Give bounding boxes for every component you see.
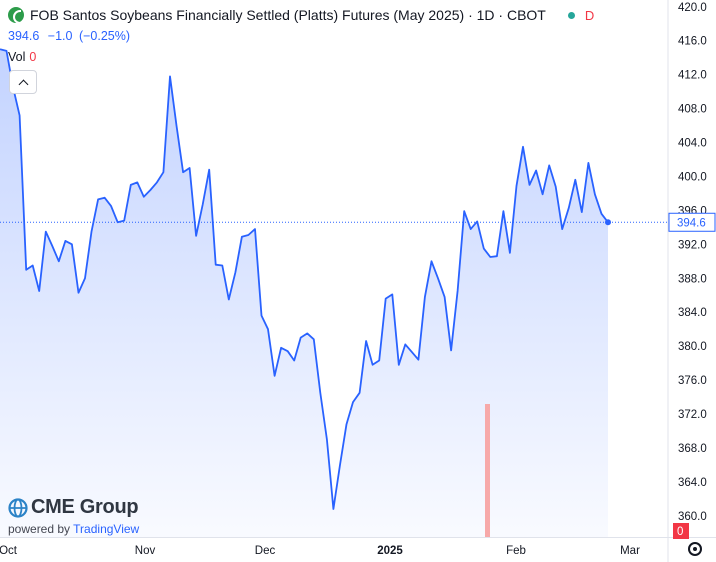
cme-globe-icon	[8, 497, 28, 518]
powered-by: powered by TradingView	[8, 522, 139, 536]
delayed-data-badge[interactable]: D	[584, 7, 595, 23]
y-tick-label: 412.0	[678, 70, 707, 82]
volume-bar	[485, 404, 490, 537]
y-tick-label: 376.0	[678, 375, 707, 387]
chevron-up-icon	[18, 79, 28, 89]
last-price-point[interactable]	[605, 219, 611, 226]
y-tick-label: 360.0	[678, 511, 707, 523]
y-tick-label: 420.0	[678, 2, 707, 14]
price-change: −1.0	[47, 29, 73, 43]
y-tick-label: 416.0	[678, 36, 707, 48]
chart-header: FOB Santos Soybeans Financially Settled …	[8, 7, 595, 24]
x-tick-label: Dec	[255, 545, 276, 557]
price-area-fill	[0, 49, 608, 537]
y-tick-label: 384.0	[678, 307, 707, 319]
volume-legend: Vol 0	[8, 50, 36, 64]
market-status-dot-icon[interactable]	[567, 11, 575, 19]
cme-globe-icon[interactable]	[8, 7, 24, 24]
collapse-legend-button[interactable]	[9, 70, 37, 94]
y-tick-label: 380.0	[678, 341, 707, 353]
cme-group-logo: CME Group	[31, 496, 139, 518]
x-tick-label: 2025	[377, 545, 403, 557]
branding: CME Group powered by TradingView	[8, 496, 139, 536]
y-tick-label: 408.0	[678, 104, 707, 116]
y-tick-label: 400.0	[678, 171, 707, 183]
volume-label: Vol	[8, 50, 26, 64]
y-tick-label: 364.0	[678, 477, 707, 489]
last-price: 394.6	[8, 29, 40, 43]
y-tick-label: 392.0	[678, 239, 707, 251]
volume-value: 0	[29, 50, 37, 64]
volume-value-badge	[673, 523, 689, 539]
x-tick-label: Nov	[135, 545, 156, 557]
symbol-title[interactable]: FOB Santos Soybeans Financially Settled …	[30, 7, 546, 23]
x-tick-label: Feb	[506, 545, 526, 557]
quote-line: 394.6 −1.0 (−0.25%)	[8, 29, 130, 43]
gear-icon[interactable]	[688, 542, 702, 556]
y-tick-label: 388.0	[678, 273, 707, 285]
tradingview-link[interactable]: TradingView	[73, 522, 140, 536]
x-tick-label: Mar	[620, 545, 640, 557]
y-tick-label: 368.0	[678, 443, 707, 455]
powered-by-label: powered by	[8, 522, 71, 536]
price-series-line[interactable]	[0, 48, 609, 510]
volume-axis-label: 0	[677, 526, 683, 538]
price-change-percent: (−0.25%)	[78, 29, 131, 43]
x-tick-label: Oct	[0, 545, 18, 557]
last-price-label: 394.6	[677, 217, 706, 229]
y-tick-label: 404.0	[678, 138, 707, 150]
last-price-badge	[668, 212, 716, 232]
y-tick-label: 372.0	[678, 409, 707, 421]
